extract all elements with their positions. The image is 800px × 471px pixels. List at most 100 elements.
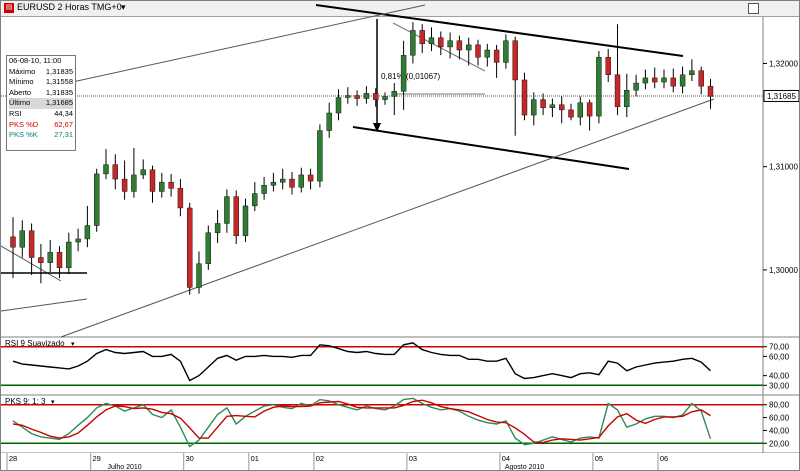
left-triangle-bottom[interactable] bbox=[1, 298, 88, 312]
info-row: RSI 44,34 bbox=[9, 109, 73, 120]
date-axis-label: 06 bbox=[660, 454, 668, 463]
candle-body bbox=[28, 230, 35, 258]
candle-body bbox=[373, 93, 379, 100]
date-axis-label: 30 bbox=[186, 454, 194, 463]
long-upper-line[interactable] bbox=[30, 4, 426, 92]
price-axis-label: 1,31000 bbox=[769, 163, 798, 172]
candle-body bbox=[326, 112, 332, 131]
candle-body bbox=[493, 49, 500, 63]
pks-axis-label: 80,00 bbox=[769, 401, 790, 410]
candle-body bbox=[521, 79, 528, 116]
candle-body bbox=[438, 37, 444, 48]
candle-body bbox=[66, 241, 72, 269]
candle-body bbox=[410, 30, 416, 56]
date-axis-label: 29 bbox=[93, 454, 101, 463]
info-label: Mínimo bbox=[9, 77, 34, 87]
candle-body bbox=[382, 96, 388, 100]
candle-body bbox=[447, 40, 453, 48]
pks-series-line bbox=[12, 399, 711, 444]
rsi-axis-label: 70,00 bbox=[769, 343, 790, 352]
info-row: PKS %K 27,31 bbox=[9, 130, 73, 141]
candle-body bbox=[363, 93, 370, 99]
candle-body bbox=[289, 178, 295, 188]
price-axis-area bbox=[763, 17, 799, 337]
rsi-series-line bbox=[12, 342, 711, 382]
candle-body bbox=[531, 99, 537, 116]
candle-body bbox=[280, 178, 286, 183]
left-triangle-top[interactable] bbox=[1, 245, 62, 282]
trendline-drawings[interactable] bbox=[1, 4, 715, 338]
info-value: 1,31835 bbox=[45, 87, 73, 97]
date-axis-label: 03 bbox=[409, 454, 417, 463]
info-value: 1,31835 bbox=[45, 66, 73, 76]
info-label: Aberto bbox=[9, 87, 32, 97]
info-label: RSI bbox=[9, 108, 22, 118]
candle-body bbox=[568, 109, 574, 118]
candle-body bbox=[177, 188, 184, 209]
candle-body bbox=[419, 30, 425, 45]
candle-body bbox=[698, 70, 704, 87]
candle-body bbox=[670, 77, 676, 87]
candle-body bbox=[605, 57, 611, 76]
pks-axis-label: 20,00 bbox=[769, 439, 790, 448]
window-title: EURUSD 2 Horas TMG+0 bbox=[17, 2, 122, 12]
rsi-axis-label: 30,00 bbox=[769, 381, 790, 390]
candle-body bbox=[400, 54, 407, 92]
info-value: 1,31685 bbox=[45, 98, 73, 108]
maximize-icon[interactable] bbox=[748, 3, 759, 14]
pks-axis-label: 40,00 bbox=[769, 426, 790, 435]
candle-body bbox=[298, 174, 304, 188]
candle-body bbox=[149, 169, 156, 192]
candle-body bbox=[456, 40, 463, 51]
candle-body bbox=[540, 99, 546, 109]
info-value: 44,34 bbox=[54, 108, 73, 118]
candle-body bbox=[270, 181, 277, 186]
info-row: Aberto 1,31835 bbox=[9, 88, 73, 99]
long-support-line[interactable] bbox=[60, 98, 715, 338]
candle-body bbox=[633, 82, 639, 91]
candle-body bbox=[112, 164, 119, 180]
info-datetime: 06-08-10, 11:00 bbox=[9, 56, 62, 65]
candle-body bbox=[38, 257, 44, 263]
candle-body bbox=[121, 178, 128, 192]
candle-body bbox=[242, 205, 249, 237]
candle-body bbox=[428, 37, 435, 45]
pks-axis-label: 60,00 bbox=[769, 414, 790, 423]
candle-body bbox=[512, 40, 518, 81]
channel-bottom-line[interactable] bbox=[352, 126, 630, 170]
candle-body bbox=[196, 263, 202, 288]
candle-body bbox=[205, 232, 212, 264]
info-row: Mínimo 1,31558 bbox=[9, 77, 73, 88]
candle-body bbox=[624, 90, 630, 108]
candle-body bbox=[84, 225, 91, 240]
candle-body bbox=[503, 40, 509, 63]
candle-body bbox=[335, 97, 342, 114]
channel-top-line[interactable] bbox=[315, 4, 684, 57]
candle-body bbox=[186, 207, 193, 288]
candle-body bbox=[354, 95, 360, 99]
dropdown-icon[interactable]: ▾ bbox=[121, 2, 126, 12]
candle-body bbox=[614, 74, 621, 108]
info-row: Último 1,31685 bbox=[9, 98, 73, 109]
rsi-axis-label: 60,00 bbox=[769, 352, 790, 361]
candle-body bbox=[577, 102, 583, 118]
info-label: PKS %D bbox=[9, 119, 39, 129]
candle-body bbox=[103, 164, 109, 175]
candle-body bbox=[10, 236, 16, 248]
chart-window-icon: ▤ bbox=[4, 3, 14, 13]
measure-annotation: 0,81% (0,01067) bbox=[381, 72, 440, 81]
measure-arrow-head bbox=[373, 123, 381, 132]
rsi-dropdown-icon[interactable]: ▾ bbox=[71, 341, 75, 348]
pks-dropdown-icon[interactable]: ▾ bbox=[51, 399, 55, 406]
date-axis-label: 05 bbox=[595, 454, 603, 463]
candle-body bbox=[19, 230, 25, 248]
info-row: PKS %D 62,67 bbox=[9, 120, 73, 131]
candle-body bbox=[652, 77, 658, 83]
date-axis-label: 01 bbox=[251, 454, 259, 463]
info-label: Máximo bbox=[9, 66, 36, 76]
price-axis-label: 1,30000 bbox=[769, 266, 798, 275]
date-axis-label: 04 bbox=[502, 454, 510, 463]
candle-body bbox=[689, 70, 695, 76]
